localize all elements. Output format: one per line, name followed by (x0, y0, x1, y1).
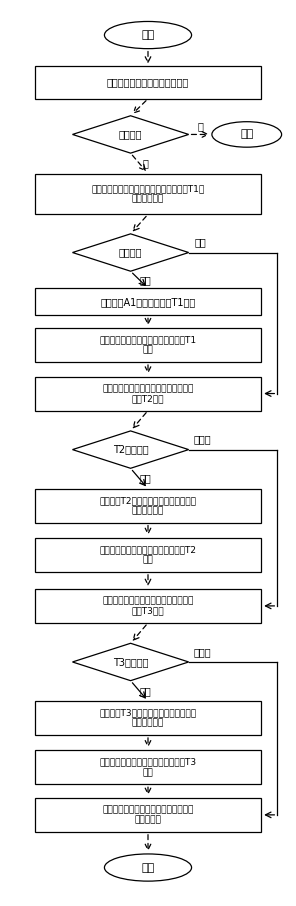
Bar (35, 538, 261, 572)
Bar (35, 377, 261, 410)
Text: 控制本体T3电机组对应的智能开关，开
启该控制本体: 控制本体T3电机组对应的智能开关，开 启该控制本体 (99, 708, 197, 728)
Text: T3校验结果: T3校验结果 (113, 657, 148, 667)
Text: 室内空气控制系统权限校验模块对控制
本体T2校验: 室内空气控制系统权限校验模块对控制 本体T2校验 (102, 384, 194, 403)
Text: 是: 是 (197, 121, 203, 131)
Text: 空气正常: 空气正常 (119, 130, 142, 140)
Text: 通过: 通过 (139, 686, 151, 696)
Text: 开启状态: 开启状态 (119, 247, 142, 257)
Text: 室内空气控制系统消息处理模块确认T2
状态: 室内空气控制系统消息处理模块确认T2 状态 (99, 545, 197, 564)
Text: 控制本体T2电机组对应的智能开关，开
启该控制本体: 控制本体T2电机组对应的智能开关，开 启该控制本体 (99, 496, 197, 516)
Text: 开启: 开启 (139, 275, 151, 284)
Text: 否: 否 (142, 159, 148, 169)
Bar (35, 488, 261, 523)
Text: 不通过: 不通过 (193, 647, 211, 657)
Text: T2校验结果: T2校验结果 (113, 445, 148, 455)
Text: 通过: 通过 (139, 474, 151, 484)
Text: 结束: 结束 (240, 130, 253, 140)
Bar (35, 798, 261, 832)
Bar (35, 66, 261, 99)
Bar (35, 750, 261, 785)
Text: 信息查询模块查询室内空气指数: 信息查询模块查询室内空气指数 (107, 78, 189, 88)
Text: 不通过: 不通过 (193, 434, 211, 445)
Text: 室内空气控制系统消息处理模块确认T1
状态: 室内空气控制系统消息处理模块确认T1 状态 (99, 335, 197, 355)
Text: 开始: 开始 (141, 30, 155, 40)
Bar (35, 328, 261, 362)
Text: 室内空气控制系统权限校验模块对控制
本体T3校验: 室内空气控制系统权限校验模块对控制 本体T3校验 (102, 596, 194, 615)
Bar (35, 288, 261, 315)
Bar (35, 174, 261, 215)
Text: 结束: 结束 (141, 863, 155, 872)
Text: 步进电机A1驱动控制本体T1闭合: 步进电机A1驱动控制本体T1闭合 (100, 297, 196, 307)
Text: 闭合: 闭合 (194, 237, 206, 247)
Bar (35, 701, 261, 735)
Text: 查询模块查询系统数据库，获取控制本体T1的
开闭状态信息: 查询模块查询系统数据库，获取控制本体T1的 开闭状态信息 (91, 184, 205, 204)
Bar (35, 589, 261, 623)
Text: 室内空气控制信息查询模块提供室内空
气情况查询: 室内空气控制信息查询模块提供室内空 气情况查询 (102, 805, 194, 824)
Text: 室内空气控制系统消息处理模块确认T3
状态: 室内空气控制系统消息处理模块确认T3 状态 (99, 757, 197, 777)
